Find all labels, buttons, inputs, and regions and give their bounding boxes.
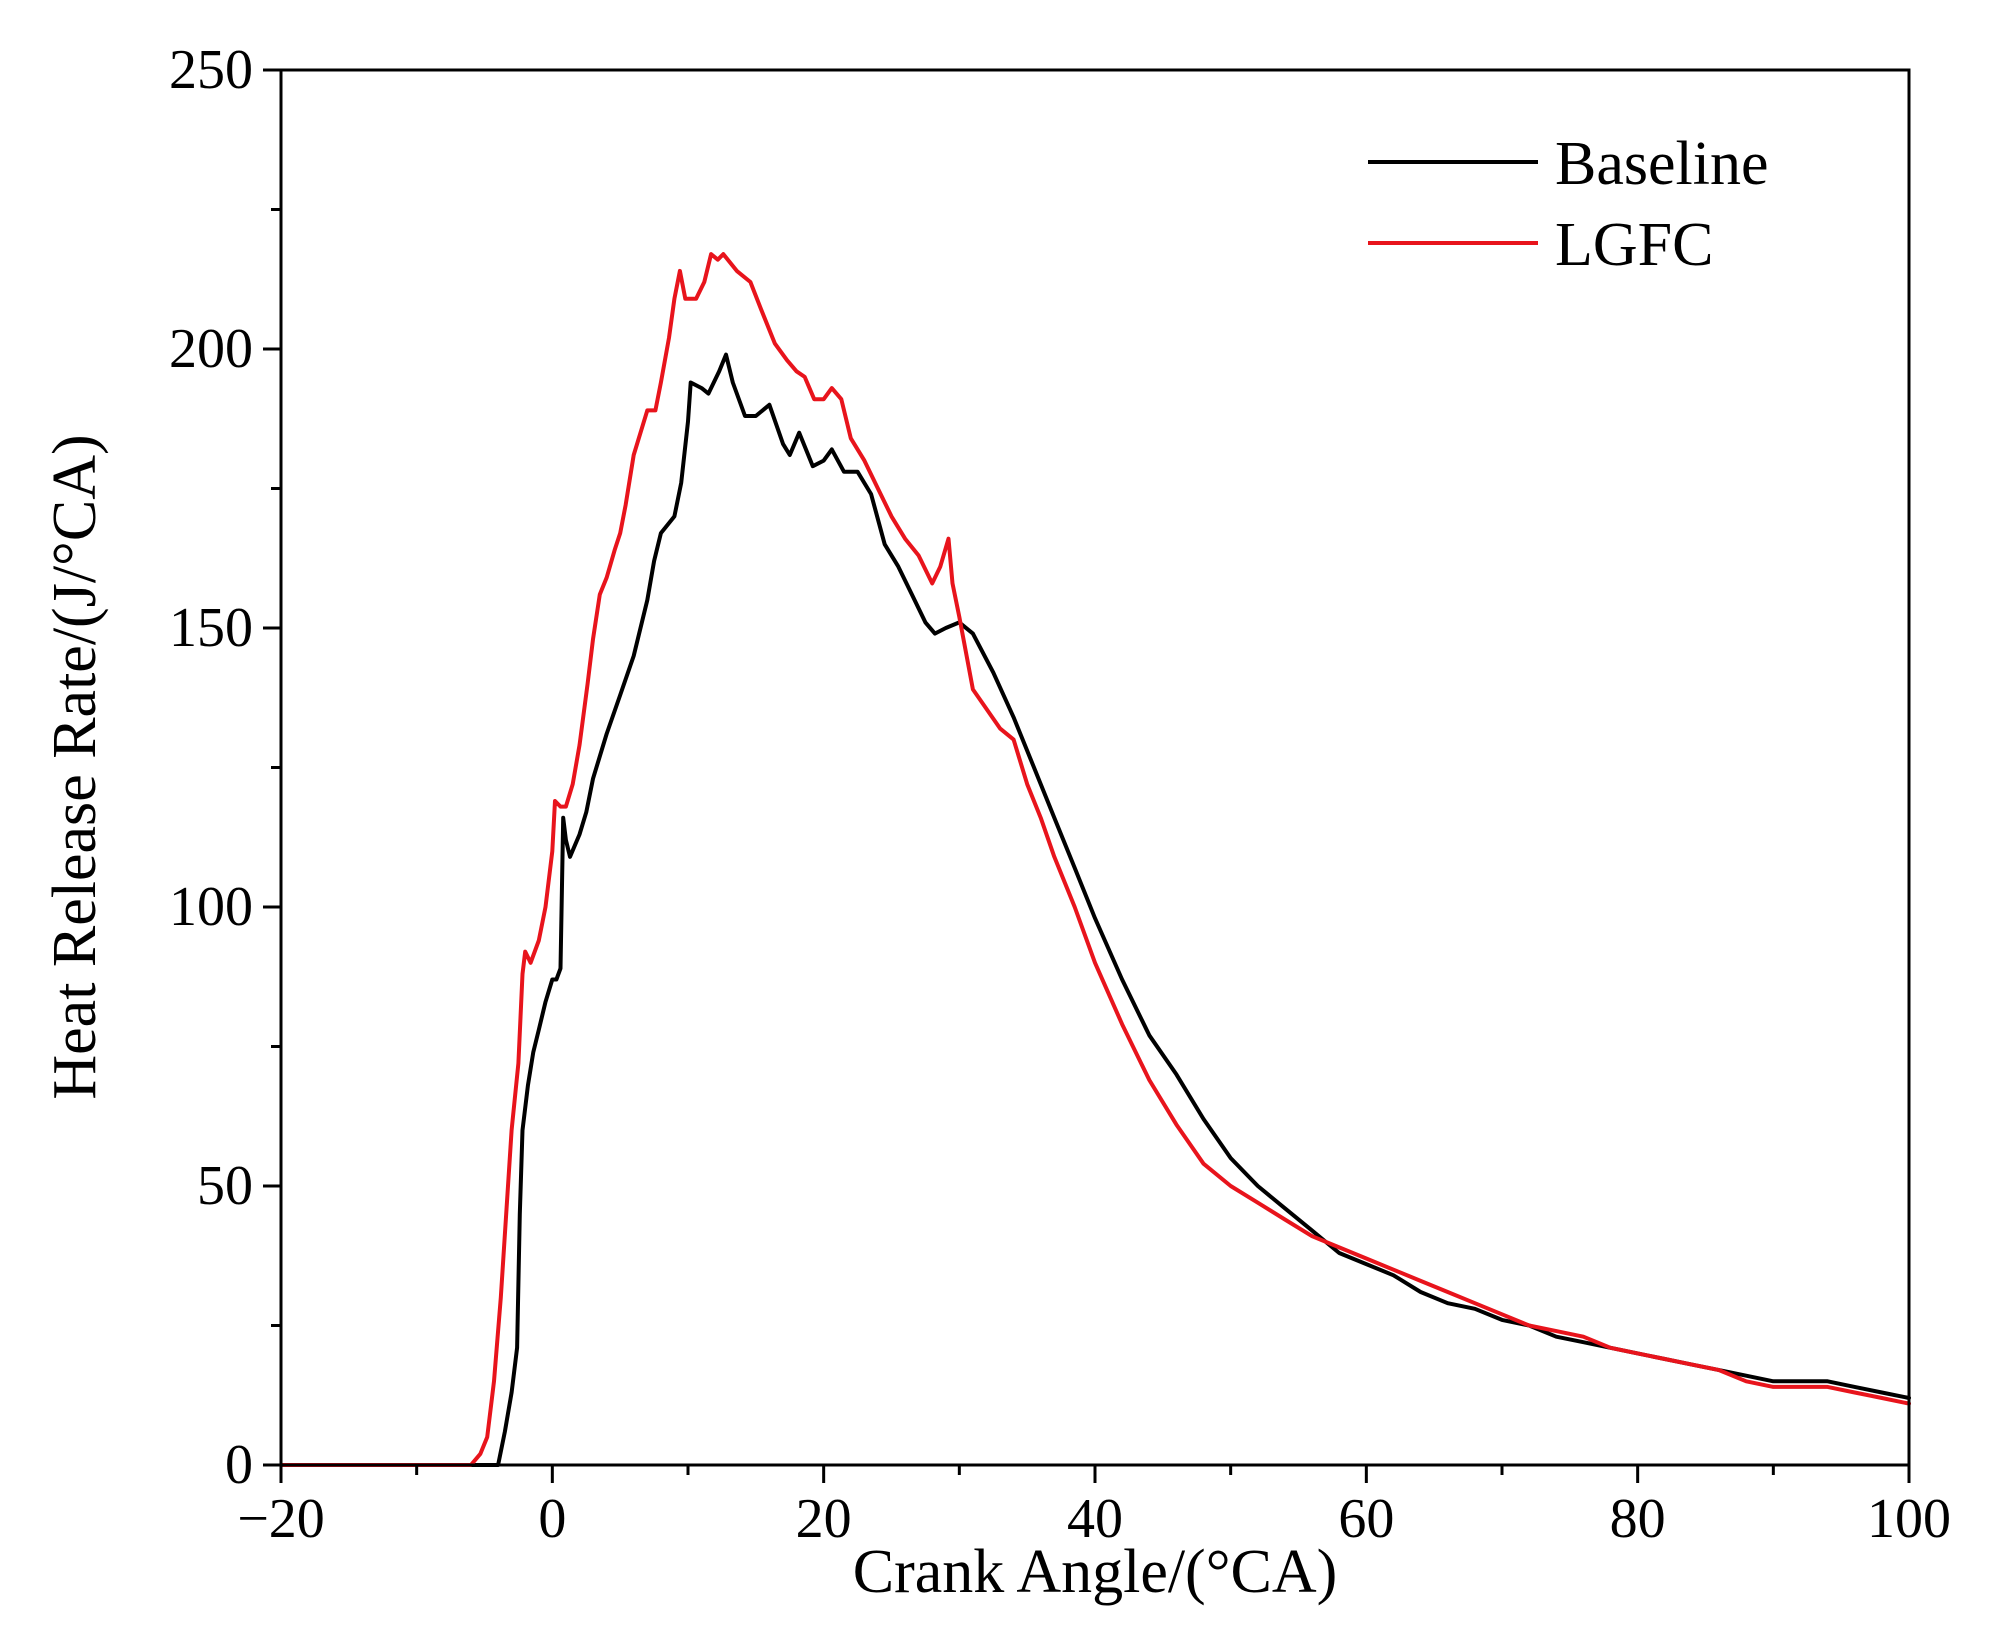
x-tick-label: 0 [538,1488,566,1550]
series-line-lgfc [279,252,1911,1467]
y-tick-label: 250 [169,39,253,101]
x-axis-title: Crank Angle/(°CA) [853,1538,1338,1606]
x-tick-label: 80 [1610,1488,1666,1550]
legend: Baseline LGFC [1368,130,1769,279]
plot-frame [279,68,1911,1467]
y-axis-title: Heat Release Rate/(J/°CA) [41,434,109,1099]
y-tick-label: 150 [169,597,253,659]
ticks-layer [263,68,1911,1483]
y-tick-label: 0 [225,1434,253,1496]
x-tick-label: 100 [1867,1488,1951,1550]
y-tick-label: 200 [169,318,253,380]
x-tick-label: 60 [1338,1488,1394,1550]
x-tick-label: 40 [1067,1488,1123,1550]
series-layer [279,252,1911,1467]
legend-label-lgfc: LGFC [1555,211,1713,279]
x-tick-label: 20 [796,1488,852,1550]
y-tick-label: 50 [197,1155,253,1217]
legend-label-baseline: Baseline [1555,130,1769,198]
y-tick-label: 100 [169,876,253,938]
x-tick-label: −20 [237,1488,325,1550]
series-line-baseline [279,352,1911,1467]
